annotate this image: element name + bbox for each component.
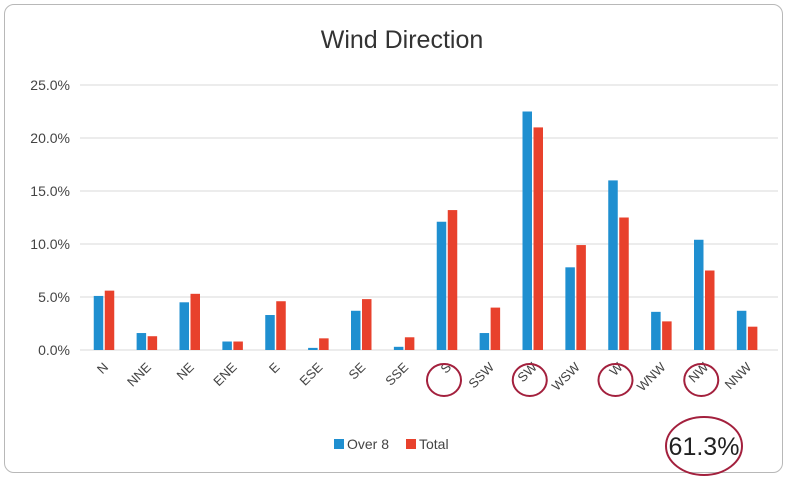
y-tick-label: 20.0% [30,130,70,146]
x-axis: N NNE NE ENE E ESE SE SSE S SSW SW WSW W WNW NW NNW [94,359,755,394]
bar-sw-total [533,127,543,351]
bar-nw-total [705,270,715,350]
bar-w-total [619,217,629,350]
circle-sw [511,363,548,397]
y-tick-label: 10.0% [30,236,70,252]
legend-label-over-8: Over 8 [347,436,389,452]
bar-s-total [447,210,458,350]
y-tick-label: 5.0% [38,289,70,305]
y-tick-label: 0.0% [38,342,70,358]
bar-ne-total [190,293,200,350]
x-tick-label: W [606,359,626,379]
x-tick-label: SE [346,359,369,382]
note-circle [665,416,743,476]
bar-wnw-over-8 [651,311,661,350]
legend-swatch-total [406,439,416,449]
y-tick-label: 25.0% [30,77,70,93]
legend-swatch-over-8 [334,439,344,449]
bar-sse-total [404,337,415,350]
bar-ese-over-8 [308,347,318,350]
chart-frame [4,4,783,473]
bar-se-over-8 [351,310,361,350]
y-tick-label: 15.0% [30,183,70,199]
x-tick-label: ENE [210,359,240,389]
bar-sse-over-8 [393,346,404,350]
x-tick-label: NNE [124,359,154,389]
bar-n-total [104,290,115,350]
bar-sw-over-8 [522,111,532,350]
bar-wsw-total [576,245,586,350]
bar-wsw-over-8 [565,267,575,350]
y-axis: 0.0% 5.0% 10.0% 15.0% 20.0% 25.0% [30,77,70,358]
x-tick-label: WSW [549,359,584,394]
annotation-circles [426,363,720,397]
x-tick-label: E [266,359,283,376]
circle-w [597,363,634,397]
bar-ene-total [233,341,243,350]
x-tick-label: SSW [465,359,497,391]
bar-w-over-8 [608,180,618,350]
legend: Over 8 Total [334,436,449,452]
x-tick-label: NE [173,359,197,383]
bar-nnw-over-8 [736,310,747,350]
bar-nne-over-8 [136,333,147,350]
bar-se-total [362,299,372,350]
annotation-note: 61.3% [665,416,743,476]
x-tick-label: SW [514,359,540,385]
bar-e-total [276,301,286,350]
x-tick-label: WNW [634,359,669,394]
total-note: 61.3% [669,433,740,461]
bar-n-over-8 [93,295,104,350]
x-tick-label: S [437,359,454,376]
x-tick-label: ESE [296,359,325,388]
bar-nw-over-8 [694,239,704,350]
bar-nne-total [147,336,158,350]
bar-ssw-total [490,307,501,350]
bar-s-over-8 [436,221,447,350]
bar-ene-over-8 [222,341,232,350]
circle-s [426,363,462,397]
x-tick-label: NNW [722,359,755,392]
legend-label-total: Total [419,436,449,452]
x-tick-label: N [94,360,111,377]
bar-ssw-over-8 [479,333,490,350]
bar-ne-over-8 [179,302,189,350]
bar-ese-total [319,338,329,350]
bar-nnw-total [747,326,758,350]
chart-title: Wind Direction [321,26,484,54]
circle-nw [683,363,720,397]
x-tick-label: SSE [382,359,411,388]
bar-e-over-8 [265,315,275,350]
plot-area [93,111,758,351]
bar-wnw-total [662,321,672,350]
x-tick-label: NW [685,359,711,385]
